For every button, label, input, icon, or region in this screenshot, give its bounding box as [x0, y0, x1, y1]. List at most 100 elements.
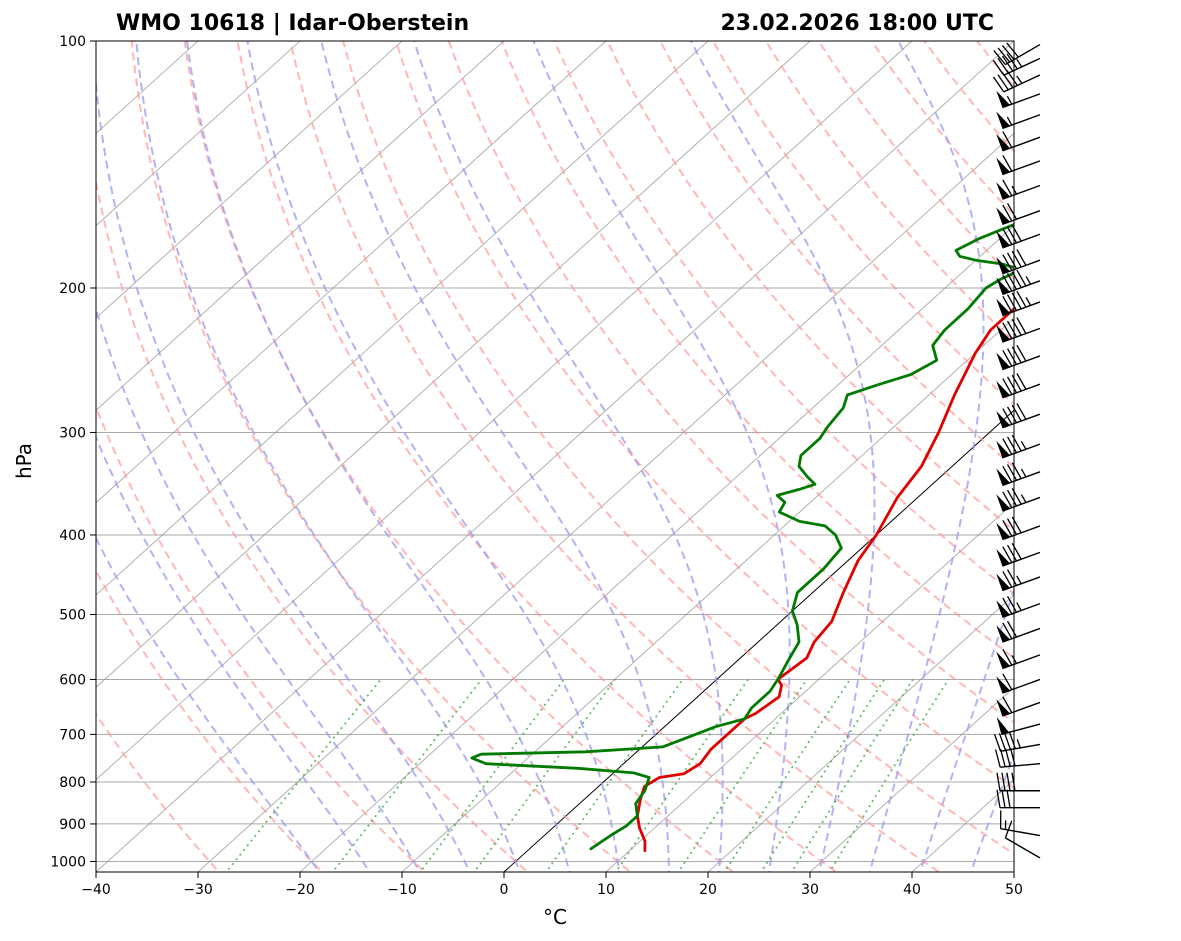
wind-barb — [996, 717, 1041, 736]
moist-adiabat-line — [246, 41, 621, 872]
wind-barb-half-feather — [1025, 275, 1032, 285]
wind-barb — [996, 516, 1041, 541]
x-tick-label: 30 — [801, 882, 819, 898]
wind-barb-flag — [996, 133, 1010, 151]
isotherm-line — [96, 41, 913, 781]
wind-barb — [996, 90, 1041, 109]
chart-title-datetime: 23.02.2026 18:00 UTC — [720, 11, 994, 36]
isotherm-line — [96, 41, 607, 504]
wind-barb-feather — [1002, 696, 1013, 714]
isotherm-line — [96, 41, 301, 227]
wind-barb-half-feather — [1020, 468, 1027, 478]
wind-barb-half-feather — [1016, 739, 1021, 749]
dry-adiabat-line — [500, 41, 1014, 660]
wind-barb-feather — [1006, 544, 1018, 562]
wind-barb-half-feather — [1006, 95, 1013, 105]
wind-barb-flag — [996, 352, 1010, 370]
moist-adiabat-line — [135, 41, 521, 872]
wind-barb — [996, 620, 1041, 643]
x-axis-label: °C — [543, 905, 567, 929]
wind-barb — [996, 434, 1041, 459]
wind-barb-feather — [1011, 516, 1022, 534]
wind-barb-flag — [996, 111, 1010, 129]
wind-barb-feather — [1006, 53, 1018, 70]
wind-barb-feather — [1006, 518, 1018, 535]
mixing-ratio-line — [614, 678, 749, 872]
wind-barb-flag — [996, 325, 1010, 343]
y-tick-label: 500 — [59, 607, 86, 623]
wind-barb-half-feather — [1016, 58, 1023, 68]
wind-barb-feather — [1006, 620, 1018, 638]
wind-barb-feather — [1002, 597, 1013, 615]
wind-barb — [1004, 820, 1041, 859]
wind-barb-feather — [998, 733, 1007, 751]
wind-barb-half-feather — [1020, 441, 1027, 450]
wind-barb-feather — [1002, 673, 1013, 691]
mixing-ratio-line — [225, 678, 382, 872]
chart-title-station: WMO 10618 | Idar-Oberstein — [116, 11, 469, 36]
y-tick-label: 800 — [59, 775, 86, 791]
moist-adiabat-line — [413, 41, 724, 872]
wind-barb-feather — [1006, 226, 1018, 244]
dry-adiabat-line — [96, 176, 530, 872]
dry-adiabat-line — [606, 41, 1014, 532]
wind-barb-feather — [1002, 438, 1013, 455]
wind-barb-staff — [1000, 827, 1041, 837]
wind-barb — [993, 731, 1041, 753]
isotherm-line — [299, 225, 1014, 872]
wind-barb-flag — [996, 651, 1010, 669]
wind-barb-flag — [996, 699, 1010, 717]
wind-barb — [996, 569, 1041, 592]
isotherm-line — [96, 41, 505, 411]
wind-barb — [996, 673, 1041, 694]
wind-barb-flag — [996, 494, 1010, 512]
wind-barb-feather — [1002, 274, 1013, 292]
isotherm-line — [96, 41, 709, 596]
wind-barb-feather — [1001, 772, 1006, 791]
x-tick-label: 40 — [903, 882, 921, 898]
x-tick-label: 20 — [699, 882, 717, 898]
x-tick-label: 50 — [1005, 882, 1023, 898]
wind-barb-flag — [996, 440, 1010, 458]
wind-barb — [996, 179, 1041, 200]
dry-adiabat-line — [130, 41, 633, 872]
moist-adiabat-line — [320, 41, 670, 872]
wind-barb-feather — [1006, 406, 1018, 424]
wind-barb-feather — [1016, 317, 1027, 334]
wind-barb-feather — [997, 57, 1009, 74]
dry-adiabat-line — [553, 41, 1014, 596]
dry-adiabat-line — [394, 41, 1014, 789]
x-tick-label: −40 — [81, 882, 111, 898]
moist-adiabat-line — [96, 434, 371, 872]
wind-barb — [996, 462, 1041, 487]
wind-barb-feather — [1002, 546, 1013, 563]
wind-barb-feather — [1011, 250, 1022, 268]
wind-barb-feather — [1006, 320, 1018, 338]
wind-barb-feather — [1002, 570, 1013, 588]
wind-barb — [996, 290, 1041, 317]
mixing-ratio-line — [790, 678, 914, 872]
wind-barb-flag — [996, 90, 1010, 108]
wind-barb-feather — [1006, 348, 1018, 365]
wind-barb-feather — [1016, 269, 1027, 287]
wind-barb-flag — [996, 207, 1010, 225]
wind-barb-half-feather — [1011, 185, 1018, 195]
wind-barbs — [992, 42, 1041, 859]
wind-barb — [996, 249, 1041, 275]
wind-barb-feather — [992, 59, 1005, 76]
wind-barb-feather — [1011, 374, 1022, 392]
wind-barb-half-feather — [1011, 655, 1018, 664]
wind-barb-feather — [996, 772, 1001, 791]
moist-adiabat-line — [689, 41, 876, 872]
wind-barb-feather — [1002, 296, 1013, 313]
wind-barb-feather — [1011, 346, 1022, 364]
wind-barb-flag — [996, 298, 1010, 316]
wind-barb-feather — [1016, 344, 1027, 362]
wind-barb-feather — [1002, 378, 1013, 395]
wind-barb-flag — [996, 256, 1010, 274]
wind-barb-feather — [1002, 179, 1013, 197]
y-axis-ticks: 100 200 300 400 500 600 700 800 900 1000 — [50, 34, 96, 870]
wind-barb-half-feather — [1006, 116, 1013, 126]
moist-adiabat-line — [532, 41, 791, 872]
mixing-ratio-line — [545, 678, 684, 872]
